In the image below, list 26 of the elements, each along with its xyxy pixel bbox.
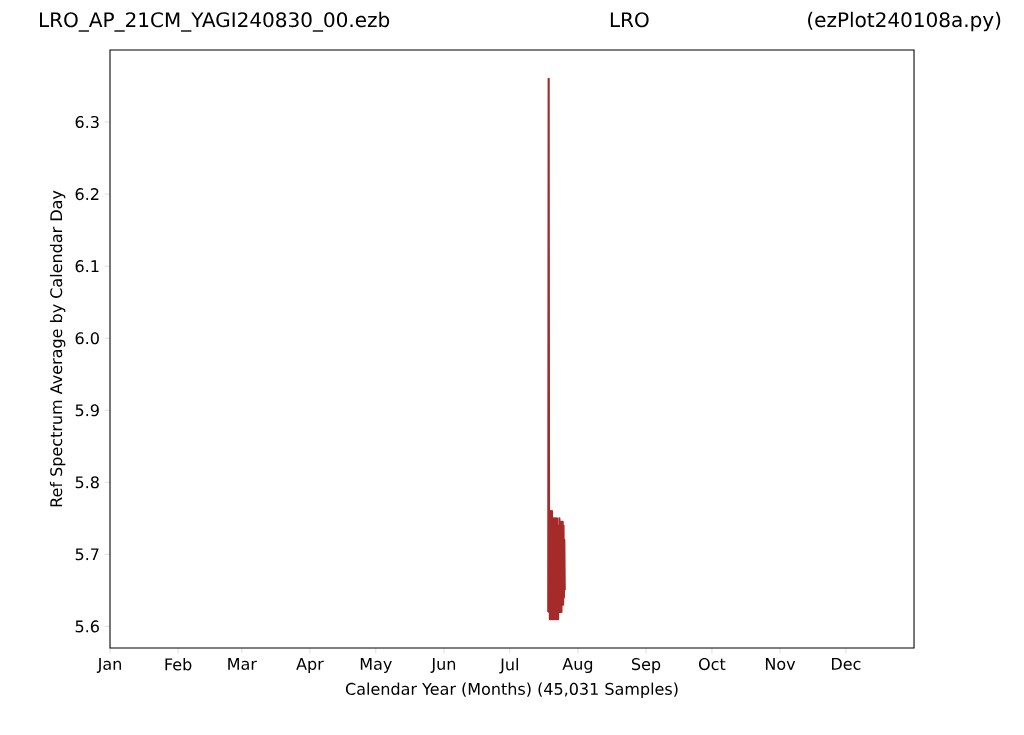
x-tick-label: Jun bbox=[430, 658, 456, 673]
x-tick-label: May bbox=[360, 658, 392, 674]
y-tick-label: 5.8 bbox=[75, 476, 99, 489]
x-tick-label: Feb bbox=[165, 658, 192, 671]
y-tick-label: 6.0 bbox=[75, 332, 99, 345]
chart-title: LRO_AP_21CM_YAGI240830_00.ezb bbox=[40, 11, 390, 32]
y-tick-label: 5.7 bbox=[75, 548, 99, 561]
y-tick-label: 6.3 bbox=[75, 115, 99, 129]
y-tick-label: 6.1 bbox=[75, 260, 99, 273]
x-axis-title: Calendar Year (Months) (45,031 Samples) bbox=[345, 682, 678, 699]
x-tick-label: Nov bbox=[765, 658, 796, 670]
x-tick-label: Apr bbox=[296, 658, 324, 674]
y-tick-label: 5.9 bbox=[75, 404, 99, 417]
x-tick-label: Jul bbox=[499, 658, 518, 674]
x-tick-label: Aug bbox=[562, 658, 593, 674]
x-tick-label: Oct bbox=[698, 658, 726, 671]
y-tick-label: 5.6 bbox=[75, 620, 99, 633]
line-series bbox=[547, 77, 566, 621]
x-tick-label: Jan bbox=[96, 658, 121, 673]
text: (ezPlot240108a.py) bbox=[808, 11, 1001, 32]
x-tick-label: Mar bbox=[228, 658, 257, 670]
y-tick-label: 6.2 bbox=[75, 188, 99, 201]
y-axis-title: Ref Spectrum Average by Calendar Day bbox=[49, 190, 66, 507]
x-tick-label: Sep bbox=[631, 658, 661, 674]
x-tick-label: Dec bbox=[832, 658, 861, 670]
chart-subtitle: LRO bbox=[610, 12, 649, 28]
